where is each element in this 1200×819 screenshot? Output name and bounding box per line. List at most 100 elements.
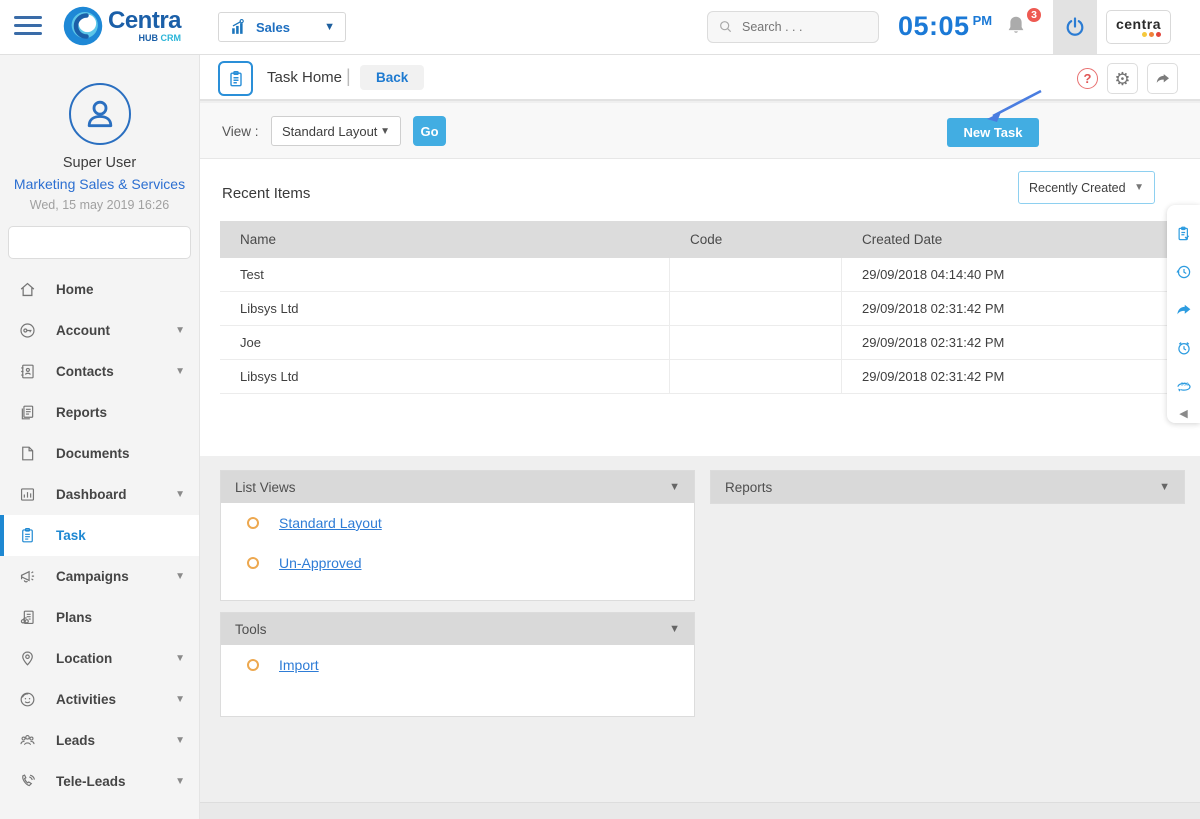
notification-count-badge: 3 <box>1025 6 1043 24</box>
quick-share-button[interactable] <box>1175 291 1193 329</box>
list-view-link-un-approved[interactable]: Un-Approved <box>279 555 362 571</box>
global-search-input[interactable] <box>742 20 862 34</box>
search-icon <box>720 21 732 33</box>
horizontal-scrollbar[interactable] <box>200 802 1200 819</box>
share-arrow-icon <box>1176 304 1190 315</box>
person-icon <box>87 100 112 128</box>
help-icon[interactable]: ? <box>1077 68 1098 89</box>
sidebar-item-plans[interactable]: Plans <box>0 597 199 638</box>
recent-items-table: Name Code Created Date Test 29/09/2018 0… <box>220 221 1185 394</box>
brand-logo-icon <box>63 6 103 46</box>
centra-mini-logo[interactable]: centra <box>1106 10 1171 44</box>
list-views-panel-header[interactable]: List Views ▼ <box>221 471 694 503</box>
sidebar-item-campaigns[interactable]: Campaigns ▼ <box>0 556 199 597</box>
sales-chart-icon <box>232 18 244 34</box>
sidebar-item-location[interactable]: Location ▼ <box>0 638 199 679</box>
quick-task-button[interactable] <box>1175 215 1193 253</box>
sidebar-item-home[interactable]: Home <box>0 269 199 310</box>
table-row[interactable]: Libsys Ltd 29/09/2018 02:31:42 PM <box>220 292 1185 326</box>
reports-panel: Reports ▼ <box>710 470 1185 504</box>
hamburger-menu-icon[interactable] <box>14 16 42 38</box>
back-button[interactable]: Back <box>360 65 425 90</box>
location-pin-icon <box>16 649 38 668</box>
collapse-caret-icon: ▼ <box>669 481 680 493</box>
caret-down-icon: ▼ <box>1134 182 1144 193</box>
sidebar-item-dashboard[interactable]: Dashboard ▼ <box>0 474 199 515</box>
sidebar-item-contacts[interactable]: Contacts ▼ <box>0 351 199 392</box>
column-header-created-date[interactable]: Created Date <box>862 232 943 247</box>
sidebar-item-task[interactable]: Task <box>0 515 199 556</box>
contacts-icon <box>16 362 38 381</box>
clipboard-check-icon <box>1178 226 1189 241</box>
document-icon <box>16 444 38 463</box>
recent-items-section: Recent Items Recently Created ▼ Name Cod… <box>200 159 1200 456</box>
list-view-link-standard-layout[interactable]: Standard Layout <box>279 515 382 531</box>
view-layout-select[interactable]: Standard Layout ▼ <box>271 116 401 146</box>
radio-bullet-icon[interactable] <box>247 517 259 529</box>
module-selector-dropdown[interactable]: Sales ▼ <box>218 12 346 42</box>
chevron-down-icon: ▼ <box>175 571 185 582</box>
task-clipboard-icon <box>229 70 242 86</box>
task-clipboard-icon <box>16 526 38 545</box>
sidebar-menu: Home Account ▼ Contacts ▼ Reports Docume… <box>0 269 199 802</box>
user-role-link[interactable]: Marketing Sales & Services <box>13 176 186 192</box>
page-title: Task Home <box>267 69 343 86</box>
sidebar-search-input[interactable] <box>18 235 194 250</box>
user-avatar[interactable] <box>68 83 131 145</box>
leads-people-icon <box>16 731 38 750</box>
settings-button[interactable]: ⚙ <box>1107 63 1138 94</box>
alarm-clock-icon <box>1177 342 1190 355</box>
chevron-down-icon: ▼ <box>175 489 185 500</box>
quick-360-view-button[interactable]: 360 <box>1174 367 1194 405</box>
sidebar-item-documents[interactable]: Documents <box>0 433 199 474</box>
title-divider: | <box>346 66 351 86</box>
page-header: Task Home | Back ? ⚙ <box>200 55 1200 101</box>
history-clock-icon <box>1175 265 1190 279</box>
sidebar-item-reports[interactable]: Reports <box>0 392 199 433</box>
list-view-item: Standard Layout <box>221 503 694 543</box>
sidebar-item-account[interactable]: Account ▼ <box>0 310 199 351</box>
sidebar: Super User Marketing Sales & Services We… <box>0 55 200 819</box>
sidebar-item-tele-leads[interactable]: Tele-Leads ▼ <box>0 761 199 802</box>
rail-collapse-button[interactable]: ◀ <box>1179 408 1188 420</box>
sidebar-item-activities[interactable]: Activities ▼ <box>0 679 199 720</box>
clock-display: 05:05 PM <box>898 11 992 42</box>
radio-bullet-icon[interactable] <box>247 659 259 671</box>
share-button[interactable] <box>1147 63 1178 94</box>
tool-link-import[interactable]: Import <box>279 657 319 673</box>
chevron-down-icon: ▼ <box>175 694 185 705</box>
task-module-icon-box[interactable] <box>218 61 253 96</box>
reports-panel-header[interactable]: Reports ▼ <box>711 471 1184 503</box>
brand-sub-crm: CRM <box>160 33 182 43</box>
column-header-code[interactable]: Code <box>690 232 723 247</box>
notifications-button[interactable]: 3 <box>1003 6 1043 46</box>
table-row[interactable]: Libsys Ltd 29/09/2018 02:31:42 PM <box>220 360 1185 394</box>
tool-item: Import <box>221 645 694 685</box>
reports-icon <box>16 403 38 422</box>
chevron-down-icon: ▼ <box>324 21 335 33</box>
main-content: Task Home | Back ? ⚙ View : Standard Lay… <box>200 55 1200 819</box>
gear-icon: ⚙ <box>1114 68 1131 89</box>
go-button[interactable]: Go <box>413 116 446 146</box>
right-quick-toolbar: 360 ◀ <box>1167 205 1200 423</box>
recent-sort-select[interactable]: Recently Created ▼ <box>1018 171 1155 204</box>
new-task-button[interactable]: New Task <box>947 118 1039 147</box>
centra-logo-dots <box>1142 32 1161 37</box>
table-header-row: Name Code Created Date <box>220 221 1185 258</box>
app-logo: Centra HUB CRM <box>62 5 182 47</box>
clock-period: PM <box>972 13 993 28</box>
quick-history-button[interactable] <box>1175 253 1193 291</box>
column-header-name[interactable]: Name <box>240 232 277 247</box>
tools-panel-header[interactable]: Tools ▼ <box>221 613 694 645</box>
sidebar-item-leads[interactable]: Leads ▼ <box>0 720 199 761</box>
table-row[interactable]: Test 29/09/2018 04:14:40 PM <box>220 258 1185 292</box>
activities-face-icon <box>16 690 38 709</box>
share-arrow-icon <box>1156 73 1169 83</box>
view-toolbar: View : Standard Layout ▼ Go New Task <box>200 89 1200 159</box>
quick-reminder-button[interactable] <box>1175 329 1193 367</box>
table-row[interactable]: Joe 29/09/2018 02:31:42 PM <box>220 326 1185 360</box>
key-icon <box>16 321 38 340</box>
radio-bullet-icon[interactable] <box>247 557 259 569</box>
logout-power-button[interactable] <box>1053 0 1097 54</box>
